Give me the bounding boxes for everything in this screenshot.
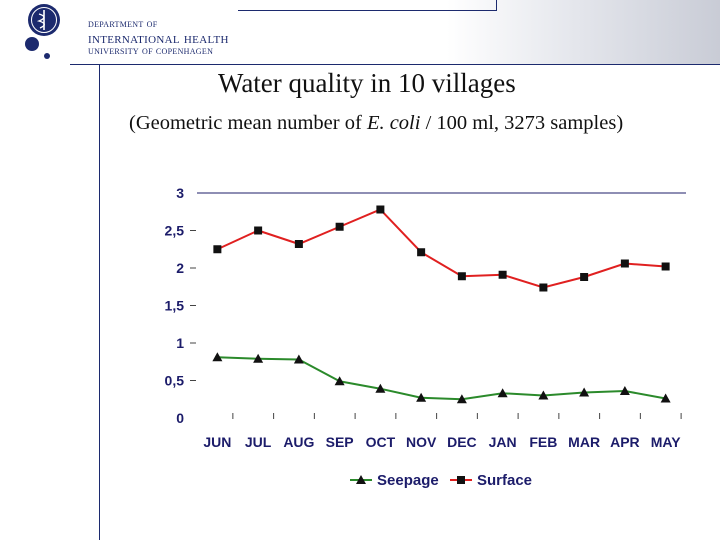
department-line-2: international health [88, 31, 229, 47]
data-point-surface [417, 248, 426, 257]
x-tick-label: JAN [489, 434, 517, 450]
data-point-seepage [619, 386, 630, 395]
data-point-surface [661, 262, 670, 271]
data-point-surface [498, 270, 507, 279]
data-point-seepage [375, 383, 386, 393]
data-point-surface [580, 273, 589, 281]
y-tick-label: 2,5 [165, 223, 185, 239]
legend-marker-surface [457, 476, 465, 484]
y-tick-label: 1,5 [165, 298, 185, 314]
data-point-seepage [497, 388, 508, 398]
series-line-seepage [217, 356, 666, 401]
data-point-surface [376, 205, 385, 214]
department-line-1: department of [88, 18, 158, 30]
data-point-surface [620, 259, 629, 268]
data-point-surface [254, 226, 263, 235]
legend-label-surface: Surface [477, 472, 532, 489]
logo-dot-small-icon [44, 53, 50, 59]
slide-subtitle: (Geometric mean number of E. coli / 100 … [129, 112, 623, 135]
data-point-seepage [660, 393, 671, 403]
data-point-seepage [416, 392, 427, 402]
x-tick-label: AUG [283, 434, 314, 450]
legend-label-seepage: Seepage [377, 472, 439, 489]
x-tick-label: JUN [203, 434, 231, 450]
subtitle-suffix: / 100 ml, 3273 samples) [420, 112, 624, 134]
series-line-surface [216, 208, 666, 289]
y-tick-label: 3 [176, 185, 184, 201]
y-tick-label: 1 [176, 335, 184, 351]
x-tick-label: NOV [406, 434, 437, 450]
subtitle-italic: E. coli [366, 112, 421, 134]
left-margin-rule [99, 65, 100, 540]
x-tick-label: MAR [568, 434, 600, 450]
data-point-seepage [334, 376, 345, 386]
data-point-surface [294, 240, 303, 248]
slide-title: Water quality in 10 villages [218, 68, 516, 98]
x-tick-label: FEB [529, 434, 557, 450]
data-point-surface [457, 272, 466, 281]
x-tick-label: OCT [366, 434, 396, 450]
header-divider [70, 64, 720, 65]
x-tick-label: MAY [651, 434, 681, 450]
y-tick-label: 2 [176, 260, 184, 276]
data-point-seepage [579, 387, 590, 397]
logo-dot-large-icon [25, 37, 39, 51]
university-logo [20, 2, 80, 62]
data-point-seepage [253, 353, 264, 363]
data-point-surface [213, 245, 222, 254]
x-tick-label: SEP [326, 434, 354, 450]
legend-marker-seepage [356, 475, 366, 484]
x-tick-label: APR [610, 434, 640, 450]
data-point-seepage [538, 390, 549, 400]
subtitle-prefix: (Geometric mean number of [129, 112, 367, 134]
data-point-surface [539, 283, 548, 292]
data-point-seepage [456, 394, 467, 404]
data-point-seepage [212, 352, 223, 362]
data-point-surface [335, 222, 344, 231]
y-tick-label: 0 [176, 410, 184, 426]
header-decor-box [238, 0, 497, 11]
x-tick-label: DEC [447, 434, 477, 450]
x-tick-label: JUL [245, 434, 272, 450]
y-tick-label: 0,5 [165, 373, 185, 389]
department-line-3: university of copenhagen [88, 45, 214, 57]
data-point-seepage [293, 354, 304, 364]
